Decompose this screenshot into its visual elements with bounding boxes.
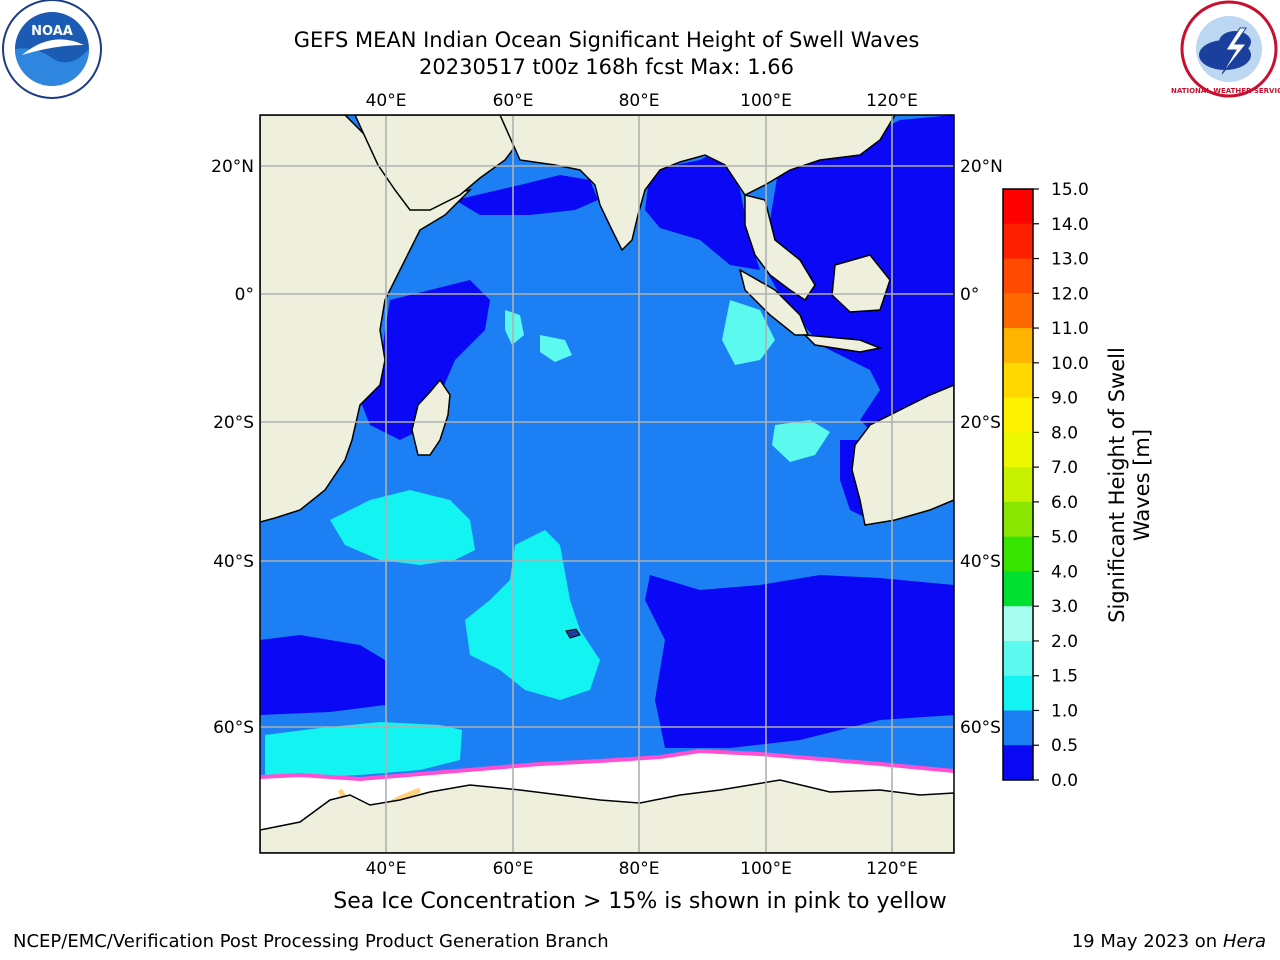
chart-title: GEFS MEAN Indian Ocean Significant Heigh… [293,28,920,52]
low-swell-southwest [260,635,385,715]
colorbar-band [1003,362,1033,399]
colorbar-band [1003,606,1033,642]
lat-label-left: 20°N [211,157,254,177]
colorbar-tick-label: 10.0 [1051,354,1089,374]
graticule [260,115,954,853]
colorbar-band [1003,745,1033,781]
colorbar-band [1003,467,1033,503]
swell-patch-2 [465,530,600,700]
madagascar-land [411,378,451,456]
colorbar-tick-label: 12.0 [1051,284,1089,304]
lon-label-bottom: 100°E [740,859,792,879]
lat-label-right: 20°N [960,157,1003,177]
lat-label-right: 40°S [960,552,1001,572]
footer-machine: Hera [1222,931,1266,952]
low-swell-arabian-sea [455,175,598,215]
colorbar-title-line2: Waves [m] [1130,428,1154,542]
map-frame [259,114,955,854]
lon-label-top: 60°E [493,91,534,111]
colorbar-tick-label: 8.0 [1051,423,1078,443]
colorbar-band [1003,675,1033,711]
colorbar-band [1003,501,1033,538]
colorbar-tick-label: 4.0 [1051,562,1078,582]
colorbar-tick-label: 5.0 [1051,528,1078,548]
lat-label-left: 20°S [213,413,254,433]
colorbar-tick-label: 1.5 [1051,667,1078,687]
colorbar-tick-label: 15.0 [1051,180,1089,200]
colorbar-band [1003,258,1033,294]
swell-patch-6 [772,420,830,462]
kerguelen-island [565,628,581,639]
colorbar: 15.0 14.0 13.0 12.0 11.0 10.0 9.0 8.0 7.0 6.0 5.0 4… [1002,180,1089,791]
chart-subtitle: 20230517 t00z 168h fcst Max: 1.66 [419,55,794,79]
lon-label-top: 80°E [619,91,660,111]
footer-date-text: 19 May 2023 on [1071,931,1218,952]
colorbar-tick-label: 6.0 [1051,493,1078,513]
colorbar-band [1003,571,1033,607]
lat-label-left: 0° [235,285,254,305]
colorbar-frame [1002,188,1034,781]
map-area [260,115,954,853]
colorbar-tick-label: 14.0 [1051,215,1089,235]
colorbar-tick-label: 3.0 [1051,597,1078,617]
swell-patch-3 [265,722,462,780]
colorbar-band [1003,536,1033,572]
swell-patch-4 [722,300,775,365]
lon-label-bottom: 120°E [866,859,918,879]
colorbar-tick-label: 1.0 [1051,701,1078,721]
colorbar-band [1003,293,1033,329]
lon-label-top: 120°E [866,91,918,111]
lat-label-right: 0° [960,285,979,305]
borneo-land [831,254,891,313]
colorbar-band [1003,432,1033,468]
low-swell-mozambique [360,280,490,440]
low-swell-bay-of-bengal [645,150,760,270]
lon-label-top: 100°E [740,91,792,111]
footer-date: 19 May 2023 on Hera [1072,931,1266,952]
malay-peninsula-land [744,194,816,302]
colorbar-band [1003,223,1033,260]
noaa-logo: NOAA [2,0,102,99]
footer-credit: NCEP/EMC/Verification Post Processing Pr… [13,931,609,952]
lon-label-top: 40°E [366,91,407,111]
sea-ice-edge [260,748,954,782]
colorbar-band [1003,189,1033,225]
australia-land [851,384,954,526]
colorbar-title-line1: Significant Height of Swell [1105,347,1129,623]
asia-land [499,115,896,252]
lon-label-bottom: 60°E [493,859,534,879]
colorbar-title: Significant Height of Swell Waves [m] [1105,305,1155,665]
lon-label-bottom: 80°E [619,859,660,879]
colorbar-band [1003,328,1033,364]
colorbar-tick-label: 2.0 [1051,632,1078,652]
sea-ice-note: Sea Ice Concentration > 15% is shown in … [333,889,947,914]
lat-label-left: 40°S [213,552,254,572]
colorbar-tick-label: 9.0 [1051,389,1078,409]
lon-label-bottom: 40°E [366,859,407,879]
swell-patch-5 [540,335,572,362]
lat-label-left: 60°S [213,718,254,738]
swell-patch-1 [330,490,475,565]
colorbar-tick-label: 13.0 [1051,250,1089,270]
colorbar-band [1003,397,1033,433]
colorbar-tick-label: 0.5 [1051,736,1078,756]
colorbar-tick-label: 0.0 [1051,771,1078,791]
colorbar-band [1003,640,1033,677]
low-swell-southeast [645,575,954,748]
lat-label-right: 60°S [960,718,1001,738]
colorbar-tick-label: 7.0 [1051,458,1078,478]
swell-patch-7 [505,310,524,345]
java-land [803,334,883,353]
lat-label-right: 20°S [960,413,1001,433]
nws-logo-text: NATIONAL WEATHER SERVICE [1171,87,1280,95]
nws-logo: NATIONAL WEATHER SERVICE [1171,0,1280,98]
colorbar-tick-label: 11.0 [1051,319,1089,339]
noaa-logo-text: NOAA [31,24,73,39]
colorbar-band [1003,710,1033,746]
antarctica-land [260,779,954,853]
